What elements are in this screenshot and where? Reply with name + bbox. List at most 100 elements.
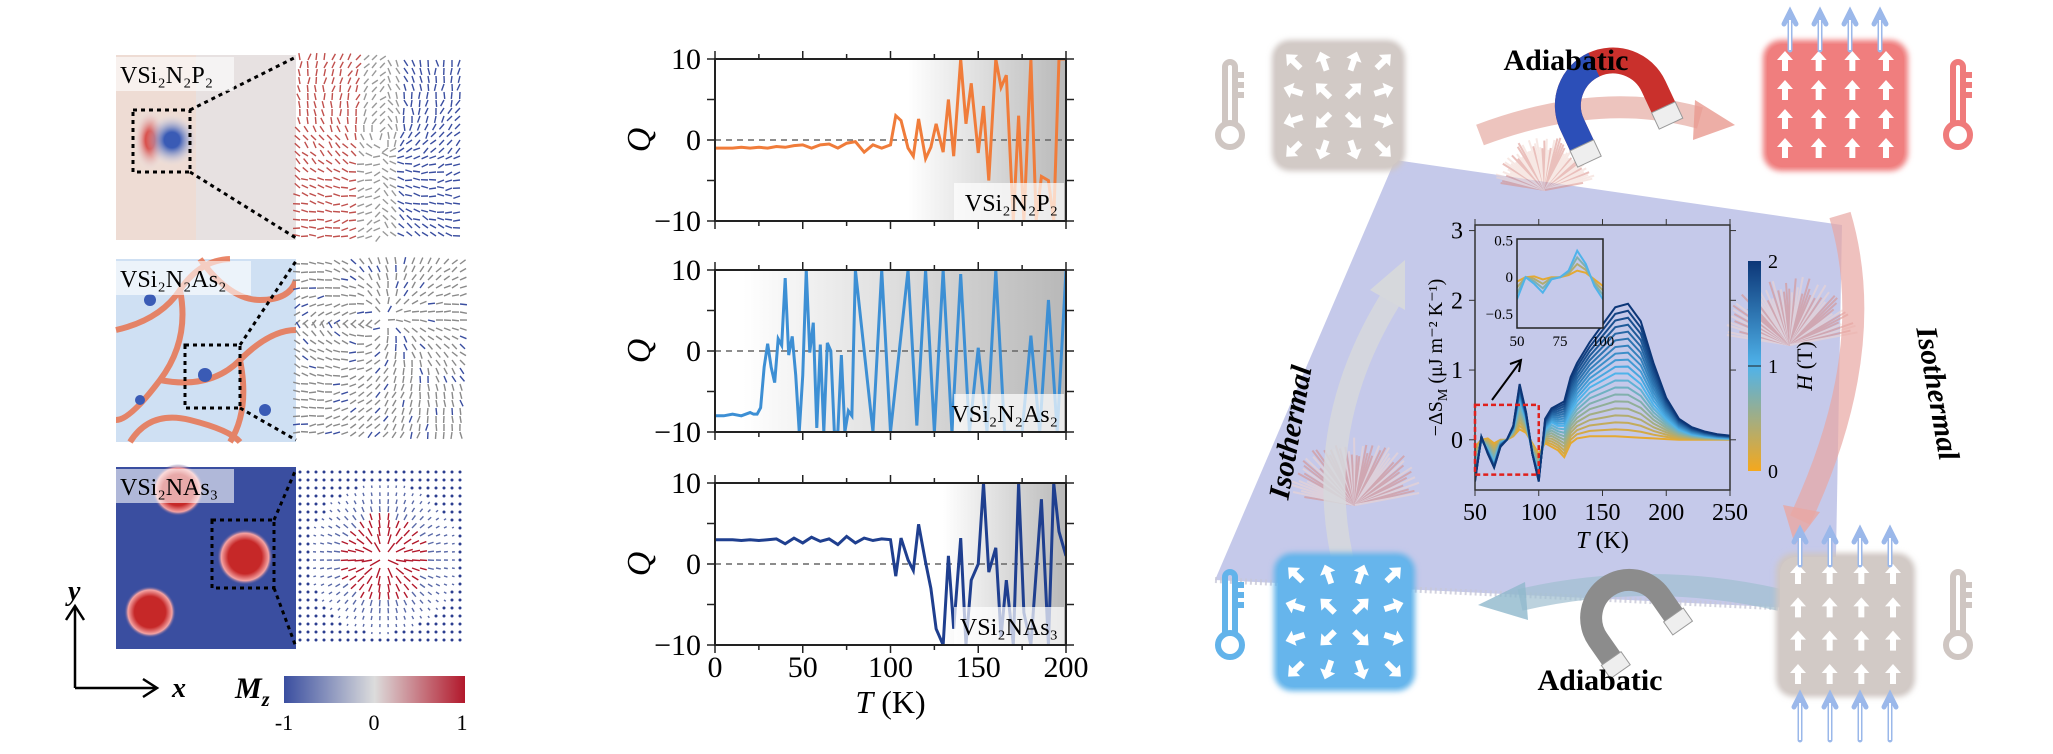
ordered-state-box-top-right: [1763, 6, 1908, 171]
spin-arrow-icon: [1285, 630, 1306, 646]
spin-arrow-icon: [1320, 659, 1336, 680]
spin-arrow-icon: [1320, 629, 1337, 646]
y-tick-label: 10: [671, 467, 701, 500]
y-axis-label: Q: [621, 339, 658, 364]
panel-vsi2nas3: VSi₂NAs₃: [116, 464, 471, 649]
panel-label: VSi₂N₂P₂: [120, 63, 213, 89]
zoom-box: [131, 108, 192, 174]
spin-arrow-icon: [1346, 139, 1362, 160]
y-tick-label: 0: [686, 548, 701, 581]
spin-arrow-icon: [1383, 598, 1404, 614]
spin-arrow-icon: [1346, 51, 1362, 72]
disordered-state-box-bottom-left: [1274, 553, 1415, 691]
spin-arrow-icon: [1777, 51, 1793, 71]
spin-arrow-icon: [1353, 564, 1369, 585]
zoom-box: [183, 343, 242, 410]
y-tick-label: 10: [671, 43, 701, 76]
spin-arrow-icon: [1790, 597, 1806, 618]
spin-arrow-icon: [1853, 564, 1870, 584]
spin-vector-field: [296, 259, 471, 442]
adiabatic-label-top: Adiabatic: [1503, 44, 1628, 77]
spin-arrows: [298, 470, 462, 642]
x-tick-label: 50: [1463, 500, 1487, 526]
spin-vector-field: [296, 467, 471, 649]
y-axis-label: Q: [621, 552, 658, 577]
material-label: VSi₂N₂As₂: [952, 402, 1058, 428]
spin-arrow-icon: [1777, 80, 1793, 100]
x-tick-label: 150: [1585, 500, 1621, 526]
spin-arrow-icon: [1821, 597, 1838, 618]
spin-arrow-icon: [1288, 660, 1305, 677]
colorbar-tick: -1: [275, 710, 293, 735]
magnetocaloric-cycle: Adiabatic Adiabatic Isothermal Isotherma…: [1214, 6, 1973, 743]
x-axis-label: x: [171, 673, 186, 704]
spin-arrow-icon: [1285, 598, 1306, 614]
spin-arrow-icon: [1853, 597, 1870, 618]
xy-axes-indicator: y x: [64, 576, 186, 704]
spin-arrow-icon: [1810, 51, 1827, 71]
spin-arrow-icon: [1878, 138, 1894, 158]
y-tick-label: 1: [1451, 358, 1463, 384]
arrow-icon: [142, 677, 160, 699]
panel-label: VSi₂NAs₃: [120, 475, 218, 501]
spin-arrow-icon: [1878, 51, 1894, 71]
q-series-line: [715, 59, 1066, 221]
magnetic-field-arrows: [1781, 6, 1889, 53]
spin-arrow-icon: [1821, 664, 1838, 684]
arrow-icon: [64, 603, 86, 621]
thermometer-icon: [1943, 59, 1973, 150]
spin-arrows: [1285, 564, 1404, 680]
spin-arrow-icon: [1373, 113, 1394, 129]
spin-arrow-icon: [1344, 83, 1362, 100]
adiabatic-label-bottom: Adiabatic: [1537, 664, 1662, 697]
spin-arrow-icon: [1810, 109, 1827, 129]
spin-arrow-icon: [1315, 139, 1331, 160]
magnet-icon: [1554, 47, 1684, 168]
spin-arrow-icon: [1844, 138, 1861, 158]
thermometer-icon: [1943, 569, 1973, 660]
spin-arrow-icon: [1283, 82, 1304, 98]
colorbar-tick: 0: [1768, 461, 1778, 483]
x-tick-label: 100: [868, 651, 913, 684]
spin-arrow-icon: [1790, 630, 1806, 651]
entropy-curve: [1475, 302, 1730, 482]
colorbar-tick: 1: [457, 710, 468, 735]
spin-arrow-icon: [1352, 598, 1369, 615]
spin-arrow-icon: [1810, 80, 1827, 100]
spin-arrow-icon: [1384, 567, 1401, 584]
ordered-state-box-bottom-right: [1776, 524, 1915, 743]
y-tick-label: 0: [686, 335, 701, 368]
spin-arrows: [292, 256, 468, 440]
spin-arrow-icon: [1777, 109, 1793, 129]
colorbar-tick: 1: [1768, 356, 1778, 378]
magnetic-field-arrows: [1791, 524, 1899, 743]
spin-arrows: [292, 52, 461, 242]
spin-arrow-icon: [1790, 564, 1806, 584]
spin-arrow-icon: [1790, 664, 1806, 684]
spin-arrow-icon: [1286, 54, 1303, 71]
y-axis-label: Q: [621, 128, 658, 153]
thermometer-icon: [1215, 59, 1245, 150]
spin-arrows: [1283, 51, 1394, 160]
spin-arrow-icon: [1878, 80, 1894, 100]
spin-arrow-icon: [1821, 630, 1838, 651]
spin-arrow-icon: [1844, 51, 1861, 71]
spin-arrow-icon: [1885, 564, 1901, 584]
spin-arrow-icon: [1315, 51, 1331, 72]
spin-arrow-icon: [1344, 111, 1362, 128]
q-plot-1: 10 0 −10 Q VSi₂N₂P₂: [621, 43, 1074, 238]
spin-arrow-icon: [1853, 630, 1870, 651]
spin-arrow-icon: [1885, 630, 1901, 651]
spin-arrow-icon: [1844, 109, 1861, 129]
spin-arrow-icon: [1885, 664, 1901, 684]
inset-frame: [1516, 238, 1604, 329]
y-tick-label: 2: [1451, 288, 1463, 314]
skyrmion: [124, 586, 176, 638]
y-tick-label: 10: [671, 254, 701, 287]
x-tick-label: 200: [1044, 651, 1089, 684]
spin-texture-panels: VSi₂N₂P₂ VSi₂N₂As₂: [64, 52, 471, 735]
thermometer-icon: [1215, 569, 1245, 660]
